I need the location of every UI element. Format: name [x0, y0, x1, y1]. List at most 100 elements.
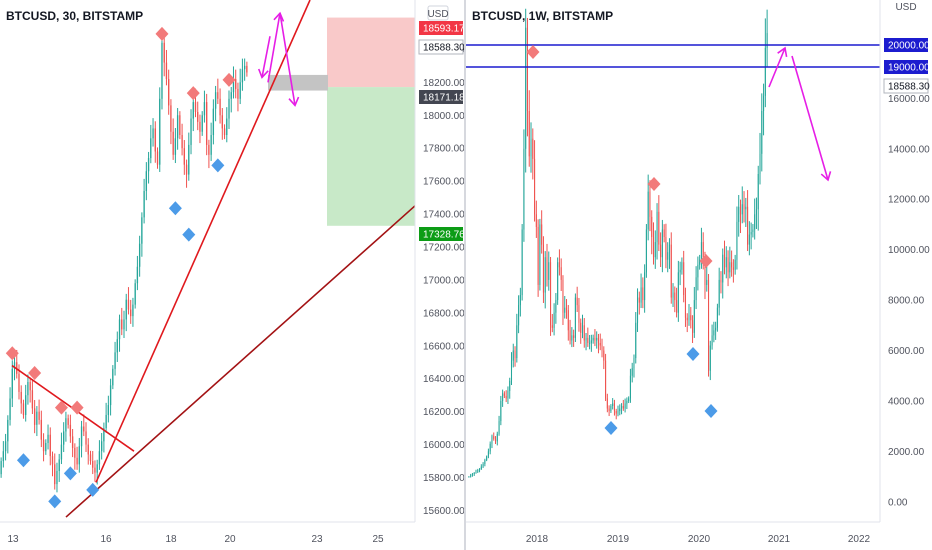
left-candle — [31, 390, 34, 409]
left-x-tick-label: 20 — [224, 534, 236, 545]
left-candle — [105, 414, 107, 429]
right-candle — [610, 406, 612, 412]
right-candle — [509, 380, 511, 391]
right-candle — [674, 292, 676, 301]
right-up-arrow-head — [777, 46, 788, 58]
left-candle — [226, 118, 228, 136]
panel-separator[interactable] — [464, 0, 466, 550]
right-candle — [716, 307, 718, 328]
right-candle — [590, 340, 592, 343]
right-price-badge-20000[interactable]: 20000.00 — [884, 38, 930, 52]
top-marker — [699, 254, 713, 268]
right-price-badge-19000[interactable]: 19000.00 — [884, 60, 930, 74]
bottom-marker — [211, 158, 225, 173]
stop-loss-zone — [327, 17, 415, 88]
left-price-axis[interactable]: USD 15600.00 15800.00 16000.00 16200.00 1640… — [418, 5, 465, 517]
right-candle — [672, 292, 674, 298]
left-candle — [201, 115, 203, 132]
right-y-tick-label: 0.00 — [888, 497, 908, 508]
left-candle — [103, 428, 105, 442]
right-candle — [759, 153, 761, 174]
right-candle — [534, 158, 536, 215]
left-candle — [205, 102, 208, 145]
right-time-axis[interactable]: 2018 2019 2020 2021 2022 — [526, 534, 871, 545]
left-candle — [176, 115, 179, 139]
left-candle — [136, 266, 139, 284]
right-candle — [748, 234, 750, 245]
right-price-badge-last[interactable]: 18588.30 — [883, 78, 930, 94]
right-candle — [555, 300, 557, 313]
left-candle — [199, 121, 201, 132]
right-candle — [651, 216, 653, 238]
left-candle — [235, 79, 237, 89]
left-price-badge-stop[interactable]: 18593.17 — [419, 21, 465, 35]
left-price-badge-entry[interactable]: 18171.18 — [419, 90, 465, 104]
left-candle — [80, 426, 83, 447]
left-time-axis[interactable]: 13 16 18 20 23 25 — [7, 534, 384, 545]
right-candle — [486, 456, 488, 461]
right-candle — [496, 433, 498, 442]
left-candle — [0, 461, 2, 475]
right-candle — [597, 337, 600, 343]
left-candle — [217, 92, 219, 99]
left-candle — [42, 439, 45, 452]
left-chart-panel[interactable]: BTCUSD, 30, BITSTAMP — [0, 0, 416, 518]
right-candle — [596, 337, 598, 341]
right-candle — [706, 279, 708, 285]
left-candle — [130, 309, 132, 317]
right-candle — [548, 262, 550, 280]
left-unit-box[interactable] — [427, 5, 449, 21]
right-candle — [537, 226, 539, 285]
left-candle — [29, 382, 31, 391]
right-candle — [690, 315, 692, 321]
bottom-marker — [86, 482, 100, 497]
right-candle — [567, 310, 569, 331]
left-candle — [239, 82, 241, 99]
right-candle — [622, 406, 624, 409]
left-y-tick-label: 15800.00 — [423, 473, 465, 484]
left-y-tick-label: 16400.00 — [423, 374, 465, 385]
right-candle — [560, 267, 562, 280]
right-candle — [715, 327, 717, 331]
left-candle — [40, 419, 43, 440]
left-candle — [9, 398, 11, 420]
right-candle — [738, 206, 740, 222]
left-candle — [121, 319, 123, 330]
right-candle — [581, 325, 584, 333]
left-price-badge-last[interactable]: 18588.30 — [418, 39, 465, 55]
left-pullback-arrow — [261, 36, 271, 78]
left-candle — [181, 135, 183, 149]
left-candle-series — [0, 34, 248, 493]
right-candle — [583, 325, 585, 341]
left-candle — [210, 135, 212, 155]
left-candle — [107, 405, 110, 415]
right-x-tick-label: 2018 — [526, 534, 549, 545]
right-candle — [741, 204, 743, 215]
right-candle — [619, 408, 621, 412]
right-candle — [713, 330, 715, 336]
right-chart-panel[interactable]: BTCUSD, 1W, BITSTAMP — [466, 8, 880, 478]
right-candle — [578, 305, 580, 323]
right-candle — [684, 295, 686, 318]
left-candle — [69, 424, 72, 437]
right-candle — [750, 232, 752, 235]
right-candle — [479, 469, 481, 471]
left-candle — [163, 42, 165, 63]
left-candle — [11, 368, 13, 399]
left-price-badge-target[interactable]: 17328.76 — [419, 227, 465, 241]
right-candle — [654, 242, 656, 258]
right-candle — [736, 221, 738, 260]
right-candle — [734, 259, 736, 270]
right-candle — [502, 393, 504, 401]
left-candle — [60, 444, 63, 460]
right-candle — [757, 174, 759, 210]
right-candle — [720, 279, 722, 283]
right-candle — [491, 436, 493, 444]
left-candle — [174, 138, 177, 155]
right-price-axis[interactable]: USD 0.00 2000.00 4000.00 6000.00 8000.00 1000… — [883, 2, 930, 508]
right-candle — [624, 403, 626, 409]
right-candle — [628, 398, 630, 401]
bottom-marker — [63, 466, 77, 481]
right-candle — [521, 229, 523, 296]
right-candle — [704, 257, 706, 285]
